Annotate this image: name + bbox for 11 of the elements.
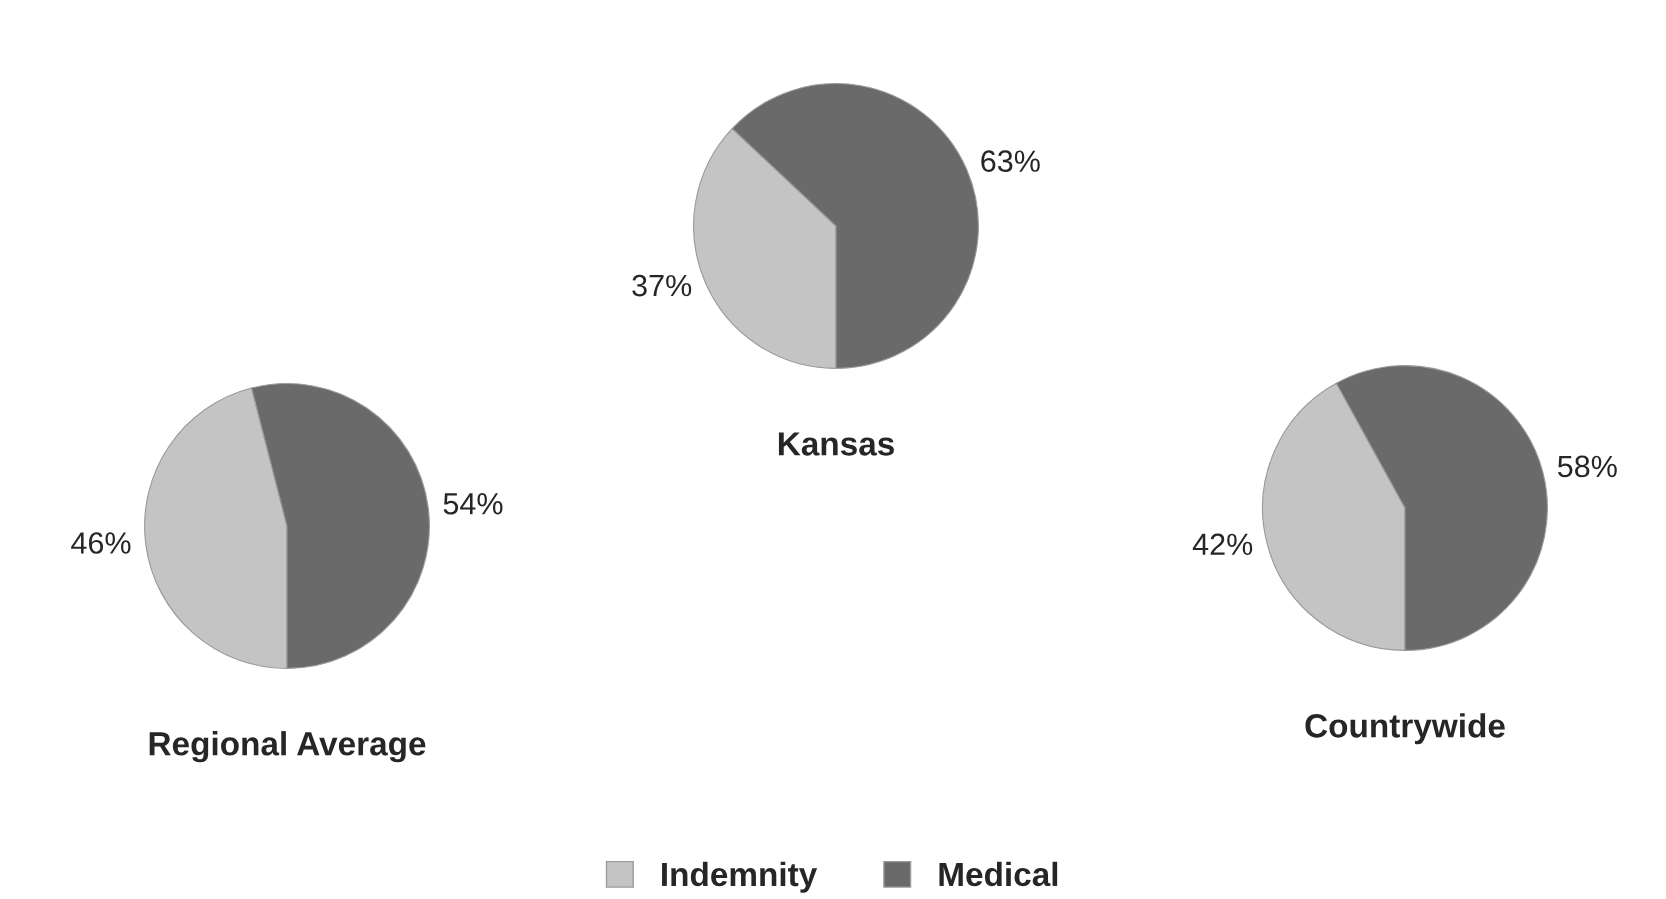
- data-label: 58%: [1557, 455, 1617, 478]
- legend-label: Indemnity: [662, 861, 818, 893]
- legend-label: Medical: [939, 861, 1058, 887]
- data-label: 37%: [632, 274, 692, 297]
- text: Countrywide: [1305, 713, 1505, 745]
- text: Regional Average: [149, 731, 426, 763]
- text: Kansas: [778, 432, 894, 456]
- data-label: 42%: [1192, 533, 1253, 556]
- data-label: 46%: [71, 532, 131, 554]
- data-label: 63%: [981, 150, 1040, 172]
- data-label: 54%: [443, 493, 503, 515]
